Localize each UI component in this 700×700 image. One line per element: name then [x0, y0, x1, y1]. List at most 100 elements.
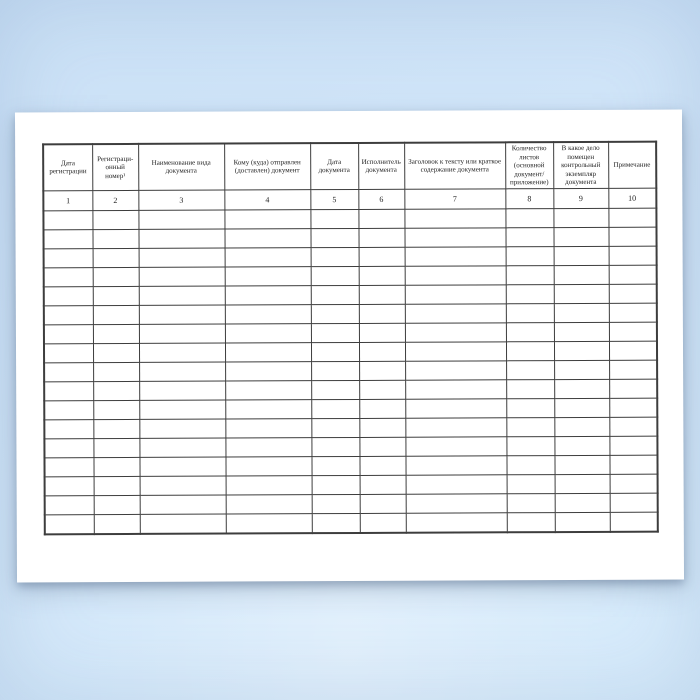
empty-cell	[505, 265, 554, 285]
column-header: Примечание	[608, 141, 657, 188]
empty-cell	[405, 379, 507, 399]
empty-cell	[139, 475, 226, 495]
empty-cell	[311, 455, 360, 476]
empty-cell	[359, 493, 406, 513]
empty-cell	[609, 511, 658, 532]
empty-cell	[138, 228, 225, 248]
empty-cell	[139, 437, 226, 457]
empty-cell	[404, 303, 506, 323]
empty-cell	[43, 248, 93, 268]
empty-cell	[554, 511, 610, 532]
empty-cell	[405, 417, 507, 437]
column-number: 2	[92, 189, 139, 211]
empty-cell	[505, 284, 554, 304]
empty-cell	[506, 455, 555, 475]
column-number: 4	[224, 189, 311, 210]
empty-cell	[609, 359, 658, 379]
empty-cell	[138, 209, 225, 229]
empty-cell	[608, 226, 657, 246]
empty-cell	[358, 284, 405, 304]
empty-cell	[43, 286, 93, 306]
empty-cell	[404, 265, 506, 285]
empty-cell	[225, 399, 312, 419]
empty-cell	[359, 417, 406, 437]
empty-cell	[44, 419, 94, 439]
empty-cell	[43, 343, 94, 363]
column-number: 7	[404, 188, 506, 209]
paper-sheet: Дата регистрации Регистраци-онный номер¹ Н…	[14, 109, 685, 583]
empty-cell	[359, 379, 406, 399]
empty-cell	[44, 400, 94, 420]
empty-cell	[553, 226, 609, 247]
empty-cell	[310, 341, 360, 362]
empty-cell	[310, 303, 359, 324]
empty-cell	[224, 342, 312, 362]
empty-cell	[93, 437, 140, 458]
column-number: 6	[358, 188, 405, 209]
empty-cell	[224, 285, 311, 305]
empty-cell	[359, 360, 406, 380]
empty-cell	[554, 435, 610, 456]
empty-cell	[93, 494, 140, 515]
empty-cell	[139, 418, 226, 438]
empty-cell	[224, 228, 311, 248]
empty-cell	[554, 473, 610, 494]
empty-cell	[358, 208, 405, 228]
empty-cell	[139, 361, 226, 381]
empty-cell	[138, 266, 225, 286]
empty-cell	[505, 341, 555, 361]
column-header: Исполнитель документа	[358, 142, 405, 189]
empty-cell	[92, 209, 139, 230]
empty-cell	[609, 492, 658, 512]
empty-cell	[608, 302, 657, 322]
empty-cell	[138, 342, 226, 362]
empty-cell	[311, 474, 360, 495]
empty-cell	[505, 303, 554, 323]
empty-cell	[359, 474, 406, 494]
empty-cell	[43, 267, 93, 287]
empty-cell	[553, 245, 609, 266]
column-header: В какое дело помещен контрольный экземпл…	[553, 141, 609, 189]
empty-cell	[554, 397, 610, 418]
empty-cell	[358, 265, 405, 285]
empty-cell	[358, 322, 405, 342]
empty-cell	[311, 512, 360, 533]
empty-cell	[405, 474, 507, 494]
column-number: 8	[505, 188, 554, 209]
empty-cell	[93, 475, 140, 496]
empty-cell	[506, 493, 555, 513]
empty-cell	[405, 398, 507, 418]
empty-cell	[404, 322, 506, 342]
column-number: 10	[608, 187, 657, 208]
header-row: Дата регистрации Регистраци-онный номер¹ Н…	[43, 141, 657, 191]
empty-cell	[608, 207, 657, 227]
empty-cell	[405, 455, 507, 475]
empty-cell	[92, 304, 139, 325]
registration-journal-table: Дата регистрации Регистраци-онный номер¹ Н…	[42, 140, 659, 535]
column-header: Регистраци-онный номер¹	[92, 143, 139, 191]
empty-cell	[506, 474, 555, 494]
empty-cell	[608, 321, 657, 341]
empty-cell	[44, 476, 94, 496]
empty-cell	[359, 398, 406, 418]
empty-cell	[608, 340, 658, 360]
empty-cell	[358, 227, 405, 247]
empty-cell	[404, 246, 506, 266]
empty-cell	[44, 514, 94, 534]
empty-cell	[506, 379, 555, 399]
empty-cell	[139, 494, 226, 514]
empty-cell	[225, 513, 312, 534]
empty-cell	[224, 323, 311, 343]
column-header: Заголовок к тексту или краткое содержани…	[404, 142, 506, 189]
empty-cell	[139, 399, 226, 419]
empty-cell	[506, 398, 555, 418]
empty-cell	[43, 324, 93, 344]
column-header: Кому (куда) отправлен (доставлен) докуме…	[224, 143, 311, 190]
empty-cell	[93, 456, 140, 477]
empty-cell	[225, 494, 312, 514]
empty-cell	[554, 378, 610, 399]
empty-cell	[404, 208, 506, 228]
empty-cell	[405, 360, 507, 380]
empty-cell	[224, 247, 311, 267]
